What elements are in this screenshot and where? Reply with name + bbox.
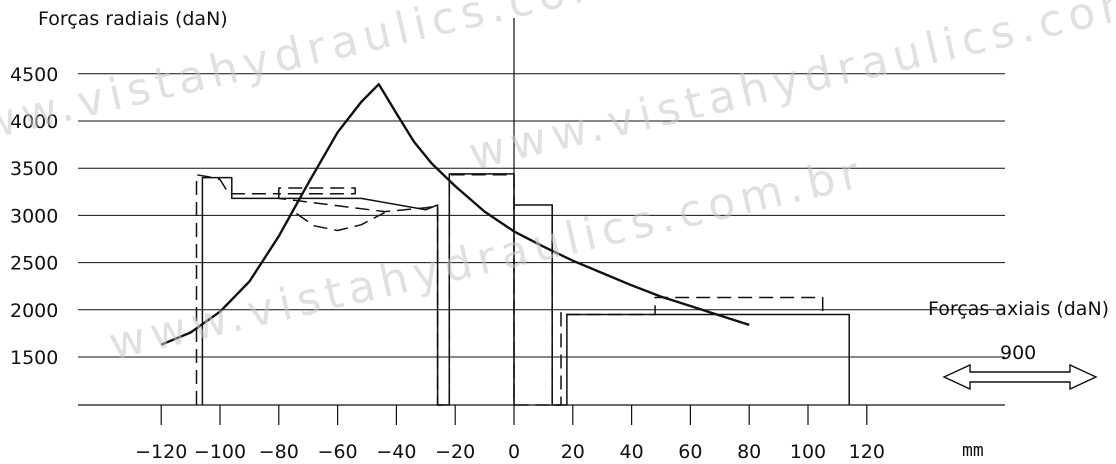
y-tick-label: 4500 (10, 64, 58, 86)
y-tick-label: 4000 (10, 111, 58, 133)
x-axis-unit: mm (962, 440, 984, 461)
x-tick-label: 120 (849, 441, 885, 463)
x-tick-label: −100 (194, 441, 246, 463)
y-tick-label: 1500 (10, 347, 58, 369)
x-tick-label: −40 (376, 441, 416, 463)
double-arrow-icon (942, 363, 1098, 391)
x-tick-label: 20 (561, 441, 585, 463)
series-solid-curve (160, 83, 750, 346)
y-tick-label: 2500 (10, 253, 58, 275)
axial-force-label: Forças axiais (daN) (928, 298, 1110, 320)
x-tick-label: 80 (737, 441, 761, 463)
y-tick-label: 2000 (10, 300, 58, 322)
y-axis-label: Forças radiais (daN) (38, 8, 228, 30)
series-dashed-dip (295, 211, 385, 232)
x-tick-label: 100 (790, 441, 826, 463)
series-layer (160, 83, 850, 406)
grid-lines (78, 73, 1005, 358)
axial-force-value: 900 (1000, 342, 1037, 364)
y-tick-label: 3000 (10, 205, 58, 227)
x-tick-label: 40 (620, 441, 644, 463)
x-tick-label: 60 (678, 441, 702, 463)
x-tick-label: −80 (259, 441, 299, 463)
x-tick-label: −60 (318, 441, 358, 463)
x-tick-label: −120 (135, 441, 187, 463)
series-solid-envelope (201, 173, 850, 406)
x-tick-label: 0 (508, 441, 520, 463)
double-arrow-shape (942, 363, 1098, 391)
x-tick-label: −20 (435, 441, 475, 463)
y-tick-label: 3500 (10, 158, 58, 180)
